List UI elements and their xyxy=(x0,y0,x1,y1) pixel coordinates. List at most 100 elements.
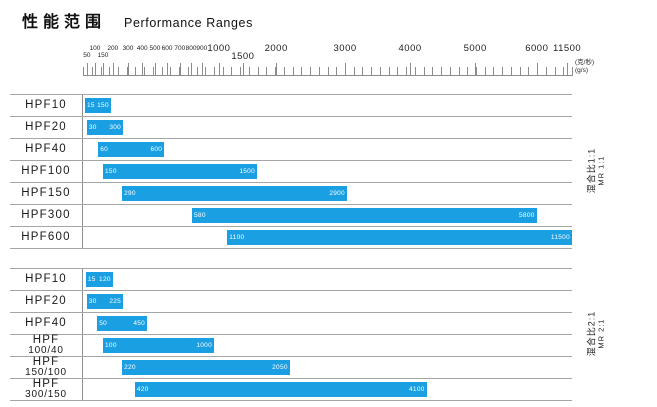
axis-minor-tick xyxy=(310,67,311,75)
bar-min-value: 580 xyxy=(194,212,206,219)
bar-min-value: 30 xyxy=(88,298,97,305)
axis-minor-tick xyxy=(362,67,364,75)
axis-minor-tick xyxy=(170,67,172,75)
axis-minor-tick xyxy=(475,67,477,75)
row-label: HPF300 xyxy=(10,205,83,226)
row-label-line: HPF20 xyxy=(25,295,67,308)
range-bar: 30 225 xyxy=(86,294,124,309)
axis-minor-tick xyxy=(231,67,233,75)
axis-minor-tick xyxy=(423,67,425,75)
row-label: HPF20 xyxy=(10,291,83,312)
bar-max-value: 600 xyxy=(150,146,163,153)
bar-max-value: 300 xyxy=(109,124,122,131)
axis-minor-tick xyxy=(336,67,338,75)
bar-min-value: 50 xyxy=(99,320,108,327)
bar-min-value: 15 xyxy=(87,102,95,109)
row-label: HPF 150/100 xyxy=(10,357,83,378)
mix-ratio-note-2: 混合比2:1 MR 2:1 xyxy=(587,294,606,374)
range-bar: 150 1500 xyxy=(103,164,257,179)
axis-minor-tick xyxy=(152,67,154,75)
axis-minor-tick xyxy=(388,67,390,75)
table-row: HPF10 15 150 xyxy=(10,95,572,117)
bar-max-value: 120 xyxy=(99,276,111,283)
axis-minor-tick xyxy=(510,67,512,75)
bar-min-value: 220 xyxy=(124,364,136,371)
table-row: HPF300 580 5800 xyxy=(10,205,572,227)
row-bar-area: 420 4100 xyxy=(83,379,572,400)
axis-minor-tick xyxy=(432,67,434,75)
axis-major-tick xyxy=(475,63,477,75)
bar-min-value: 420 xyxy=(136,386,149,393)
page-title-cjk: 性能范围 xyxy=(22,14,107,31)
mix-ratio-label-en: MR 2:1 xyxy=(596,318,606,349)
mix-ratio-label-en: MR 1:1 xyxy=(596,155,606,186)
axis-minor-tick xyxy=(572,67,573,75)
bar-max-value: 1500 xyxy=(239,168,255,175)
table-row: HPF 100/40 100 1000 xyxy=(10,335,572,357)
axis-major-tick xyxy=(179,63,181,75)
axis-tick-label: 6000 xyxy=(525,43,549,54)
table-row: HPF20 30 300 xyxy=(10,117,572,139)
table-row: HPF150 290 2900 xyxy=(10,183,572,205)
row-label-line: HPF150 xyxy=(21,187,71,200)
axis-minor-tick xyxy=(126,67,128,75)
table-row: HPF 150/100 220 2050 xyxy=(10,357,572,379)
range-bar: 30 300 xyxy=(86,120,124,135)
bar-max-value: 225 xyxy=(109,298,122,305)
axis-minor-tick xyxy=(179,67,181,75)
row-bar-area: 60 600 xyxy=(83,139,572,160)
axis-major-tick xyxy=(410,63,412,75)
axis-minor-tick xyxy=(545,67,547,75)
axis-minor-tick xyxy=(301,67,303,75)
range-bar: 60 600 xyxy=(98,142,165,157)
axis-minor-tick xyxy=(484,67,486,75)
axis-major-tick xyxy=(128,63,129,75)
mix-ratio-label-cjk: 混合比2:1 xyxy=(586,310,597,357)
table-row: HPF100 150 1500 xyxy=(10,161,572,183)
axis-minor-tick xyxy=(240,67,242,75)
axis-tick-label: 2000 xyxy=(264,43,288,54)
row-bar-area: 30 225 xyxy=(83,291,572,312)
axis-major-tick xyxy=(201,63,203,75)
table-row: HPF40 50 450 xyxy=(10,313,572,335)
axis-minor-tick xyxy=(502,67,504,75)
chart-group-1: HPF10 15 150 HPF20 30 300 HPF40 60 600 HPF100 150 1… xyxy=(10,94,572,249)
bar-min-value: 60 xyxy=(100,146,109,153)
axis-minor-tick xyxy=(257,67,259,75)
table-row: HPF600 1100 11500 xyxy=(10,227,572,249)
axis-unit-en: (g/s) xyxy=(575,67,588,74)
page-header: 性能范围 Performance Ranges xyxy=(22,8,253,32)
row-bar-area: 100 1000 xyxy=(83,335,572,356)
axis-major-tick xyxy=(112,63,114,75)
table-row: HPF10 15 120 xyxy=(10,269,572,291)
bar-min-value: 1100 xyxy=(229,234,245,241)
axis-major-tick xyxy=(536,63,538,75)
row-label-line: HPF xyxy=(32,334,60,346)
table-row: HPF20 30 225 xyxy=(10,291,572,313)
range-bar: 15 150 xyxy=(85,98,111,113)
range-bar: 290 2900 xyxy=(122,186,347,201)
axis-minor-tick xyxy=(222,67,224,75)
row-label: HPF40 xyxy=(10,139,83,160)
row-label: HPF150 xyxy=(10,183,83,204)
axis-minor-tick xyxy=(441,67,442,75)
axis-unit: (克/秒) (g/s) xyxy=(575,59,594,75)
bar-min-value: 100 xyxy=(105,342,117,349)
bar-min-value: 15 xyxy=(87,276,96,283)
axis-tick-label: 150 xyxy=(97,52,109,59)
axis-tick-label: 100 xyxy=(89,45,101,52)
axis-minor-tick xyxy=(449,67,451,75)
bar-max-value: 1000 xyxy=(196,342,212,349)
row-label-line: HPF xyxy=(32,356,60,368)
row-label-line: HPF xyxy=(32,378,60,390)
row-label: HPF100 xyxy=(10,161,83,182)
row-label-line: HPF40 xyxy=(25,143,67,156)
range-bar: 1100 11500 xyxy=(227,230,572,245)
axis-tick-label: 200 xyxy=(107,45,119,52)
axis-major-tick xyxy=(95,63,96,75)
axis-minor-tick xyxy=(144,67,146,75)
bar-min-value: 150 xyxy=(105,168,117,175)
axis-tick-label: 1000 xyxy=(207,43,231,54)
row-bar-area: 220 2050 xyxy=(83,357,572,378)
